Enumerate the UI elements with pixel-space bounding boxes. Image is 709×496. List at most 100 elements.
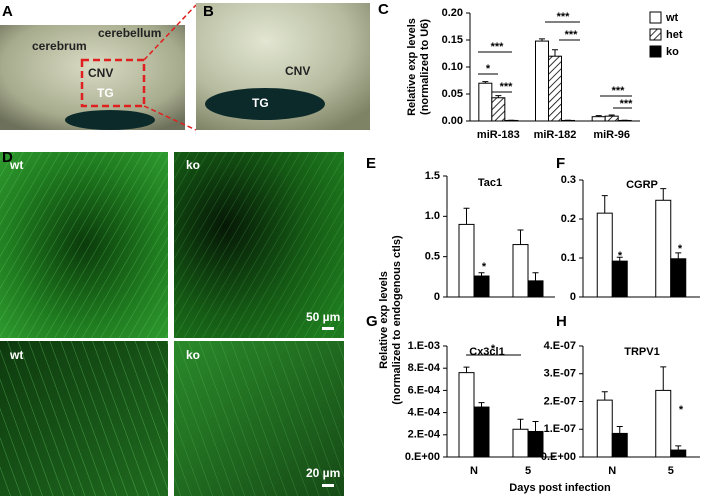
error-bar — [675, 445, 682, 451]
error-bar — [616, 425, 623, 434]
photo-fibers — [174, 341, 344, 496]
annotation: * — [679, 404, 684, 416]
photo-label: ko — [186, 348, 200, 362]
panel-label: C — [378, 1, 389, 18]
chart-title: CGRP — [626, 179, 658, 191]
error-bar — [539, 38, 545, 42]
y-tick-label: 6.E-04 — [408, 384, 441, 396]
legend-swatch — [649, 28, 662, 41]
y-tick-label: 1.E-07 — [544, 423, 576, 435]
photo-label: CNV — [88, 66, 113, 80]
annotation: *** — [500, 81, 514, 93]
panel-label: B — [203, 3, 214, 20]
scale-label: 50 µm — [306, 310, 340, 324]
error-bar — [552, 49, 558, 57]
photo-label: TG — [97, 86, 114, 100]
y-tick-label: 0.E+00 — [405, 451, 440, 463]
bar — [655, 389, 672, 458]
photo-fibers — [0, 152, 168, 338]
bar — [655, 199, 672, 298]
y-tick-label: 0.1 — [561, 252, 576, 264]
y-tick-label: 2.E-07 — [544, 395, 576, 407]
bar — [596, 212, 613, 298]
bar — [491, 97, 506, 122]
annotation: * — [486, 63, 491, 75]
error-bar — [517, 229, 524, 245]
error-bar — [675, 252, 682, 259]
photo-tg — [205, 88, 325, 120]
error-bar — [660, 188, 667, 201]
bar — [604, 115, 619, 122]
chart-title: Tac1 — [478, 177, 502, 189]
annotation: * — [618, 250, 623, 262]
y-axis-label: (normalized to U6) — [419, 19, 431, 115]
y-tick-label: 0.05 — [442, 88, 463, 100]
photo-label: ko — [186, 158, 200, 172]
y-tick-label: 4.E-04 — [408, 407, 441, 419]
bar — [535, 40, 549, 122]
y-tick-label: 0.3 — [561, 174, 576, 186]
photo-fibers — [0, 341, 168, 496]
bar — [473, 406, 490, 458]
photo-label: CNV — [285, 64, 310, 78]
error-bar — [595, 115, 602, 117]
photo-tg — [65, 110, 155, 130]
panel-label: H — [556, 313, 567, 330]
y-tick-label: 8.E-04 — [408, 362, 441, 374]
annotation: *** — [491, 41, 505, 53]
panel-label: A — [2, 3, 13, 20]
bar — [478, 82, 493, 122]
annotation: *** — [612, 85, 626, 97]
photo-label: wt — [9, 348, 23, 362]
y-axis-label: (normalized to endogenous ctls) — [391, 235, 403, 405]
y-tick-label: 1.E-03 — [408, 340, 440, 352]
x-tick-label: miR-183 — [477, 129, 520, 141]
error-bar — [478, 402, 485, 408]
legend-swatch — [649, 45, 662, 58]
panel-label: G — [366, 313, 378, 330]
y-axis-label: Relative exp levels — [406, 18, 418, 116]
y-tick-label: 4.E-07 — [544, 340, 576, 352]
y-tick-label: 1.5 — [425, 170, 440, 182]
annotation: * — [678, 243, 683, 255]
y-tick-label: 1.0 — [425, 210, 440, 222]
y-tick-label: 0.2 — [561, 213, 576, 225]
x-tick-label: N — [470, 465, 478, 477]
error-bar — [532, 420, 539, 432]
error-bar — [601, 195, 608, 214]
annotation: * — [491, 343, 496, 355]
bar — [611, 260, 628, 298]
x-axis-label: Days post infection — [509, 482, 611, 494]
zoom-box — [80, 58, 146, 108]
bar — [548, 55, 562, 122]
y-tick-label: 2.E-04 — [408, 429, 441, 441]
bar — [473, 275, 490, 298]
bar — [527, 280, 544, 298]
bar — [591, 116, 606, 122]
chart-title: Cx3cl1 — [469, 346, 504, 358]
annotation: *** — [565, 29, 579, 41]
error-bar — [463, 207, 470, 225]
error-bar — [478, 272, 485, 277]
photo-label: cerebrum — [32, 39, 87, 53]
photo-label: wt — [9, 158, 23, 172]
error-bar — [601, 391, 608, 401]
x-tick-label: N — [608, 465, 616, 477]
error-bar — [482, 81, 489, 84]
bar — [512, 428, 529, 458]
x-tick-label: miR-96 — [593, 129, 630, 141]
x-tick-label: miR-182 — [534, 129, 577, 141]
y-tick-label: 0.10 — [442, 61, 463, 73]
error-bar — [608, 114, 615, 117]
legend-swatch — [649, 11, 662, 24]
x-tick-label: 5 — [668, 465, 674, 477]
y-tick-label: 0.5 — [425, 251, 440, 263]
scale-label: 20 µm — [306, 466, 340, 480]
bar — [670, 449, 687, 458]
y-tick-label: 0.20 — [442, 7, 463, 19]
x-tick-label: 5 — [525, 465, 531, 477]
photo-label: TG — [252, 96, 269, 110]
scale-bar — [322, 327, 334, 330]
annotation: * — [482, 261, 487, 273]
